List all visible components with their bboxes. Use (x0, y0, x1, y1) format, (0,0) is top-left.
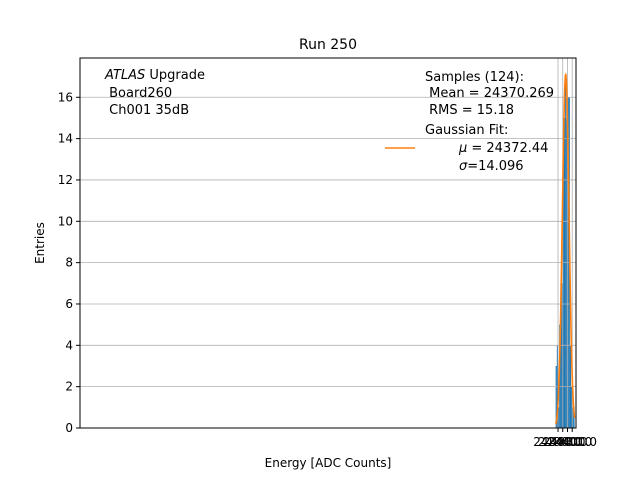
y-tick-label: 8 (65, 256, 73, 270)
y-tick-label: 0 (65, 421, 73, 435)
annotation-board-text: Board260 (105, 86, 172, 101)
legend-rms: RMS = 15.18 (425, 103, 514, 118)
legend: Samples (124): Mean = 24370.269 RMS = 15… (385, 70, 569, 174)
legend-mu-symbol: μ (458, 141, 467, 156)
legend-fit-header: Gaussian Fit: (425, 123, 508, 138)
x-tick-label: 24380.0 (543, 435, 593, 449)
x-tick-label: 24360.0 (538, 435, 588, 449)
y-tick-label: 10 (58, 214, 73, 228)
annotation-upgrade-text: Upgrade (145, 68, 205, 83)
legend-sigma-value: =14.096 (467, 159, 523, 174)
histogram-bar-5 (561, 283, 563, 428)
legend-mu-value: = 24372.44 (467, 141, 548, 156)
x-tick-label: 24340.0 (533, 435, 583, 449)
y-axis-label: Entries (33, 222, 47, 264)
atlas-annotation: ATLAS Upgrade Board260 Ch001 35dB (104, 68, 205, 118)
svg-text:ATLAS Upgrade: ATLAS Upgrade (104, 68, 205, 83)
y-tick-label: 6 (65, 297, 73, 311)
histogram-bar-9 (566, 117, 568, 428)
annotation-channel-text: Ch001 35dB (105, 103, 189, 118)
x-axis-label: Energy [ADC Counts] (265, 456, 392, 470)
y-tick-label: 14 (58, 132, 73, 146)
legend-mean: Mean = 24370.269 (425, 86, 554, 101)
chart-title: Run 250 (299, 37, 357, 53)
histogram-bar-13 (571, 386, 573, 428)
legend-sigma-symbol: σ (459, 159, 468, 174)
histogram-bar-7 (563, 117, 566, 428)
y-tick-label: 12 (58, 173, 73, 187)
histogram-bar-8 (565, 76, 567, 428)
y-tick-label: 2 (65, 380, 73, 394)
fit-layer (554, 72, 576, 425)
histogram-bar-14 (572, 407, 574, 428)
svg-text:σ=14.096: σ=14.096 (430, 159, 544, 174)
gaussian-fit-curve (554, 72, 576, 425)
svg-text:μ = 24372.44: μ = 24372.44 (430, 141, 569, 156)
annotation-atlas-text: ATLAS (104, 68, 145, 83)
legend-samples-header: Samples (124): (425, 70, 524, 85)
histogram-bar-2 (558, 407, 560, 428)
histogram-bar-0 (555, 365, 557, 428)
histogram-bar-4 (560, 283, 562, 428)
y-tick-label: 4 (65, 338, 73, 352)
x-tick-label: 24400.0 (547, 435, 597, 449)
plot-frame (79, 57, 577, 429)
histogram-bar-6 (562, 117, 564, 428)
y-tick-label: 16 (58, 90, 73, 104)
